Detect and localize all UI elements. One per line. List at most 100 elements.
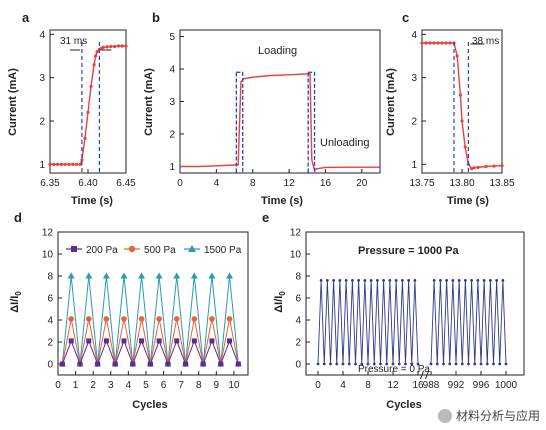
panel-a-xtick-label: 6.35 bbox=[40, 178, 60, 189]
panel-e-data-point bbox=[498, 362, 502, 366]
panel-e-data-point bbox=[432, 279, 436, 282]
panel-d-data-point bbox=[121, 338, 127, 344]
panel-d-xtick-label: 0 bbox=[55, 380, 61, 391]
panel-d-ylabel-sub: 0 bbox=[14, 291, 23, 296]
panel-e-data-point bbox=[463, 279, 467, 282]
panel-d-data-point bbox=[218, 361, 224, 367]
panel-a-frame bbox=[49, 29, 127, 174]
panel-c-data-point bbox=[476, 165, 480, 169]
panel-e-axis-break bbox=[425, 370, 429, 380]
panel-e-data-point bbox=[404, 362, 407, 366]
panel-c-data-point bbox=[432, 41, 436, 45]
panel-e-xtick-label: 0 bbox=[315, 380, 321, 391]
panel-c-xtick-label: 13.75 bbox=[409, 178, 434, 189]
panel-d-data-point bbox=[235, 361, 241, 367]
panel-e-data-point bbox=[482, 279, 486, 282]
legend-label-200pa: 200 Pa bbox=[86, 245, 118, 256]
panel-e-data-point bbox=[350, 279, 354, 282]
panel-a-xtick-label: 6.40 bbox=[78, 178, 98, 189]
panel-e-xtick-label: 988 bbox=[423, 380, 440, 391]
panel-e-axis-break bbox=[420, 370, 424, 380]
panel-e-data-point bbox=[492, 362, 495, 366]
panel-d-data-point bbox=[95, 361, 101, 367]
panel-d-data-point bbox=[156, 316, 162, 322]
panel-d-data-point bbox=[130, 361, 136, 367]
legend-marker-500pa bbox=[128, 245, 136, 253]
panel-a-data-point bbox=[109, 44, 113, 49]
panel-d-data-point bbox=[227, 338, 233, 344]
panel-e-data-point bbox=[457, 279, 461, 282]
panel-a-ytick-label: 4 bbox=[39, 30, 45, 41]
legend-label-500pa: 500 Pa bbox=[144, 245, 176, 256]
panel-c-data-point bbox=[458, 93, 462, 97]
panel-e-ytick-label: 2 bbox=[295, 338, 301, 349]
panel-d-ylabel: ΔI/I0 bbox=[9, 291, 23, 313]
panel-a-data-point bbox=[59, 162, 64, 166]
panel-e-data-point bbox=[369, 279, 373, 282]
panel-e-data-point bbox=[495, 279, 499, 282]
panel-d-xlabel: Cycles bbox=[132, 399, 167, 411]
panel-c-data-point bbox=[424, 41, 428, 45]
panel-e-data-point bbox=[335, 362, 339, 366]
panel-d-data-point bbox=[120, 272, 128, 279]
panel-c-data-point bbox=[448, 41, 452, 45]
panel-b-unloading: Unloading bbox=[320, 137, 370, 149]
panel-d-data-point bbox=[68, 338, 74, 344]
panel-e-data-point bbox=[354, 362, 357, 366]
panel-d-legend: 200 Pa 500 Pa 1500 Pa bbox=[66, 245, 242, 256]
panel-e-data-point bbox=[322, 362, 326, 366]
panel-a-data-point bbox=[94, 54, 98, 58]
panel-e-data-point bbox=[413, 279, 417, 282]
panel-d-data-point bbox=[68, 316, 74, 322]
panel-d-data-point bbox=[191, 338, 197, 344]
panel-e-data-point bbox=[448, 362, 452, 366]
panel-c-ytick-label: 3 bbox=[411, 73, 417, 84]
panel-d-data-point bbox=[208, 272, 216, 279]
panel-e-data-point bbox=[451, 279, 455, 282]
panel-a-data-point bbox=[48, 162, 52, 166]
panel-b-highlight-box bbox=[307, 71, 316, 174]
panel-e-data-point bbox=[319, 279, 323, 282]
panel-e-data-point bbox=[394, 279, 398, 282]
panel-c-data-point bbox=[470, 167, 474, 171]
panel-c-data-point bbox=[492, 164, 496, 168]
panel-e-ylabel-sub: 0 bbox=[278, 291, 287, 296]
panel-e-data-point bbox=[347, 362, 351, 366]
panel-b-loading: Loading bbox=[258, 45, 297, 57]
panel-d-data-point bbox=[138, 272, 146, 279]
panel-e-ytick-label: 4 bbox=[295, 316, 301, 327]
panel-b-ylabel: Current (mA) bbox=[143, 68, 155, 136]
panel-e-data-point bbox=[470, 279, 474, 282]
panel-label-c: c bbox=[402, 10, 409, 25]
panel-e-data-point bbox=[438, 279, 442, 282]
panel-d-ytick-label: 0 bbox=[47, 360, 53, 371]
panel-d-xtick-label: 1 bbox=[73, 380, 79, 391]
panel-c-ytick-label: 4 bbox=[411, 30, 417, 41]
panel-d-xtick-label: 9 bbox=[214, 380, 220, 391]
panel-e-data-point bbox=[329, 362, 332, 366]
panel-e-data-point bbox=[400, 279, 404, 282]
panel-d-data-point bbox=[121, 316, 127, 322]
watermark-text: 材料分析与应用 bbox=[455, 409, 540, 423]
panel-b-series-line bbox=[180, 72, 380, 172]
panel-b-xtick-label: 0 bbox=[177, 178, 183, 189]
panel-e-ytick-label: 0 bbox=[295, 360, 301, 371]
panel-d-data-point bbox=[139, 338, 145, 344]
panel-d-data-point bbox=[77, 361, 83, 367]
panel-e-data-point bbox=[460, 362, 464, 366]
panel-b-xtick-label: 4 bbox=[214, 178, 220, 189]
panel-c-data-point bbox=[428, 41, 432, 45]
panel-b-ytick-label: 5 bbox=[169, 32, 175, 43]
panel-e-xtick-label: 12 bbox=[387, 380, 399, 391]
panel-d-data-point bbox=[85, 272, 93, 279]
panel-d-data-point bbox=[191, 316, 198, 322]
panel-c-data-point bbox=[455, 54, 459, 58]
panel-e-data-point bbox=[382, 279, 386, 282]
legend-marker-1500pa bbox=[188, 245, 196, 252]
panel-c-data-point bbox=[444, 41, 448, 45]
panel-e-frame bbox=[305, 231, 525, 376]
panel-d-data-point bbox=[190, 272, 198, 279]
panel-a-note: 31 ms bbox=[60, 36, 87, 47]
panel-d-data-point bbox=[209, 338, 215, 344]
panel-d-frame bbox=[57, 231, 249, 376]
